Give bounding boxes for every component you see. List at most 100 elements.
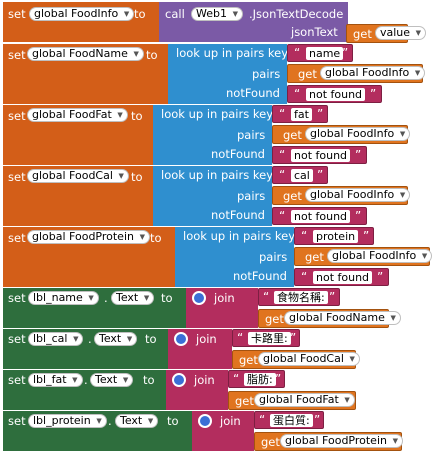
- gear-icon[interactable]: [172, 373, 186, 387]
- component-dropdown[interactable]: lbl_name ▼: [28, 291, 99, 305]
- lookup-block[interactable]: look up in pairs key pairs notFound: [153, 166, 273, 226]
- get-variable-block[interactable]: get global FoodInfo ▼: [272, 125, 411, 144]
- lookup-block[interactable]: look up in pairs key pairs notFound: [153, 105, 273, 165]
- set-lbl-name-block[interactable]: set lbl_name ▼ . Text ▼ to: [3, 288, 186, 328]
- variable-dropdown[interactable]: value ▼: [375, 26, 427, 40]
- component-dropdown[interactable]: lbl_protein ▼: [28, 414, 107, 428]
- get-variable-block[interactable]: get global FoodInfo ▼: [287, 64, 426, 83]
- string-value[interactable]: not found: [306, 88, 366, 101]
- get-keyword: get: [283, 189, 302, 203]
- dot-separator: .: [88, 332, 92, 346]
- string-value[interactable]: cal: [291, 169, 313, 182]
- join-block[interactable]: join: [192, 411, 254, 451]
- component-dropdown[interactable]: Web1 ▼: [191, 7, 243, 21]
- dot-separator: .: [104, 291, 108, 305]
- set-foodinfo-block[interactable]: set global FoodInfo ▼ to: [3, 2, 160, 42]
- string-value[interactable]: 蛋白質:: [270, 414, 313, 427]
- join-block[interactable]: join: [186, 288, 258, 328]
- string-block[interactable]: “not found”: [287, 85, 382, 103]
- string-block[interactable]: “not found”: [272, 146, 367, 164]
- gear-icon[interactable]: [174, 332, 188, 346]
- string-value[interactable]: name: [306, 47, 344, 60]
- variable-dropdown[interactable]: global FoodProtein ▼: [27, 230, 150, 244]
- variable-dropdown[interactable]: global FoodName ▼: [284, 311, 401, 325]
- string-block[interactable]: “脂肪:”: [228, 370, 285, 388]
- variable-dropdown[interactable]: global FoodInfo ▼: [320, 66, 426, 80]
- string-value[interactable]: not found: [313, 271, 373, 284]
- string-block[interactable]: “protein”: [294, 227, 374, 245]
- pairs-param: pairs: [237, 189, 266, 203]
- chevron-down-icon: ▼: [133, 50, 139, 58]
- chevron-down-icon: ▼: [122, 376, 129, 384]
- variable-dropdown[interactable]: global FoodProtein ▼: [280, 434, 403, 448]
- get-variable-block[interactable]: get global FoodName ▼: [258, 309, 401, 328]
- method-name: .JsonTextDecode: [249, 7, 344, 21]
- string-block[interactable]: “cal”: [272, 166, 328, 184]
- join-keyword: join: [220, 414, 241, 428]
- string-block[interactable]: “卡路里:”: [232, 329, 300, 347]
- variable-dropdown[interactable]: global FoodCal ▼: [27, 169, 129, 183]
- set-keyword: set: [8, 373, 26, 387]
- lookup-keyword: look up in pairs key: [176, 46, 289, 60]
- variable-dropdown[interactable]: global FoodName ▼: [27, 47, 144, 61]
- string-value[interactable]: 卡路里:: [248, 332, 291, 345]
- property-dropdown[interactable]: Text ▼: [115, 414, 159, 428]
- get-variable-block[interactable]: get global FoodFat ▼: [228, 391, 356, 410]
- variable-dropdown[interactable]: global FoodInfo ▼: [29, 7, 135, 21]
- get-variable-block[interactable]: get global FoodCal ▼: [232, 350, 360, 369]
- chevron-down-icon: ▼: [349, 355, 355, 363]
- variable-dropdown[interactable]: global FoodFat ▼: [27, 108, 128, 122]
- set-foodcal-block[interactable]: set global FoodCal ▼ to: [3, 166, 153, 226]
- string-block[interactable]: “fat”: [272, 105, 328, 123]
- set-foodprotein-block[interactable]: set global FoodProtein ▼ to: [3, 227, 175, 287]
- string-value[interactable]: not found: [291, 149, 351, 162]
- string-block[interactable]: “not found”: [294, 268, 389, 286]
- join-block[interactable]: join: [166, 370, 228, 410]
- property-dropdown[interactable]: Text ▼: [111, 291, 155, 305]
- join-block[interactable]: join: [168, 329, 232, 369]
- set-lbl-cal-block[interactable]: set lbl_cal ▼ . Text ▼ to: [3, 329, 168, 369]
- string-value[interactable]: protein: [313, 230, 359, 243]
- string-value[interactable]: 食物名稱:: [274, 291, 328, 304]
- chevron-down-icon: ▼: [117, 111, 123, 119]
- web-decode-block[interactable]: call Web1 ▼ .JsonTextDecode jsonText: [159, 2, 348, 42]
- set-keyword: set: [8, 332, 26, 346]
- chevron-down-icon: ▼: [390, 314, 396, 322]
- to-keyword: to: [143, 373, 155, 387]
- component-dropdown[interactable]: lbl_cal ▼: [28, 332, 84, 346]
- string-value[interactable]: fat: [291, 108, 312, 121]
- get-variable-block[interactable]: get global FoodInfo ▼: [294, 247, 433, 266]
- variable-dropdown[interactable]: global FoodInfo ▼: [327, 249, 433, 263]
- get-keyword: get: [261, 435, 280, 449]
- variable-dropdown[interactable]: global FoodFat ▼: [254, 393, 355, 407]
- string-block[interactable]: “name”: [287, 44, 353, 62]
- property-dropdown[interactable]: Text ▼: [94, 332, 138, 346]
- chevron-down-icon: ▼: [88, 294, 94, 302]
- set-lbl-fat-block[interactable]: set lbl_fat ▼ . Text ▼ to: [3, 370, 166, 410]
- property-dropdown[interactable]: Text ▼: [90, 373, 134, 387]
- variable-dropdown[interactable]: global FoodInfo ▼: [305, 188, 411, 202]
- gear-icon[interactable]: [198, 414, 212, 428]
- string-block[interactable]: “食物名稱:”: [258, 288, 340, 306]
- get-keyword: get: [235, 394, 254, 408]
- set-foodfat-block[interactable]: set global FoodFat ▼ to: [3, 105, 153, 165]
- variable-dropdown[interactable]: global FoodInfo ▼: [305, 127, 411, 141]
- string-block[interactable]: “蛋白質:”: [254, 411, 324, 429]
- lookup-block[interactable]: look up in pairs key pairs notFound: [175, 227, 295, 287]
- get-variable-block[interactable]: get global FoodProtein ▼: [254, 432, 403, 451]
- get-value-block[interactable]: get value ▼: [346, 24, 427, 43]
- set-foodname-block[interactable]: set global FoodName ▼ to: [3, 44, 168, 104]
- component-dropdown[interactable]: lbl_fat ▼: [28, 373, 83, 387]
- variable-dropdown[interactable]: global FoodCal ▼: [258, 352, 360, 366]
- get-variable-block[interactable]: get global FoodInfo ▼: [272, 186, 411, 205]
- call-keyword: call: [165, 7, 185, 21]
- join-keyword: join: [194, 373, 215, 387]
- string-block[interactable]: “not found”: [272, 207, 367, 225]
- string-value[interactable]: not found: [291, 210, 351, 223]
- gear-icon[interactable]: [192, 291, 206, 305]
- join-keyword: join: [196, 332, 217, 346]
- set-lbl-protein-block[interactable]: set lbl_protein ▼ . Text ▼ to: [3, 411, 192, 451]
- get-keyword: get: [239, 353, 258, 367]
- lookup-block[interactable]: look up in pairs key pairs notFound: [168, 44, 289, 104]
- string-value[interactable]: 脂肪:: [244, 373, 276, 386]
